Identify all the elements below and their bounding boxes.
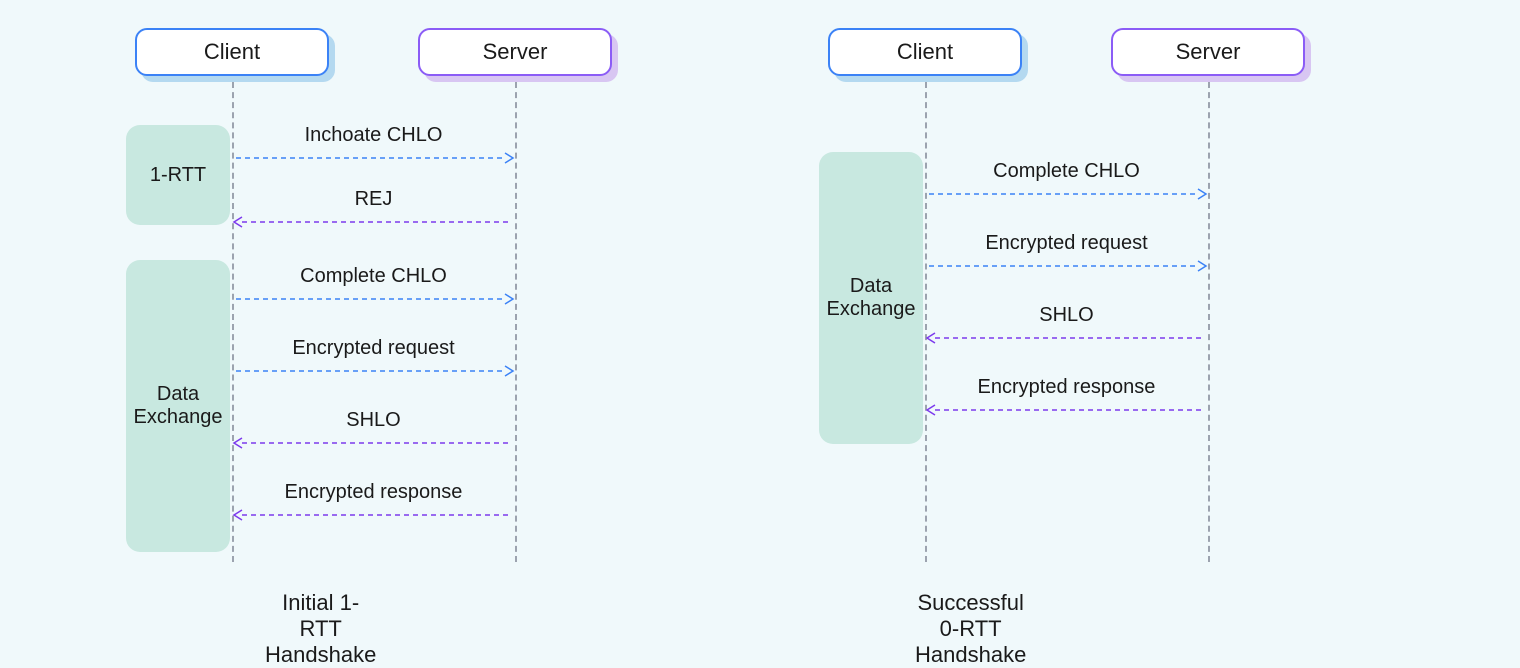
- client-label: Client: [897, 39, 953, 65]
- client-box: Client: [828, 28, 1022, 76]
- client-box: Client: [135, 28, 329, 76]
- msg-shlo: SHLO: [232, 437, 515, 449]
- msg-label: Complete CHLO: [232, 265, 515, 288]
- msg-rej: REJ: [232, 216, 515, 228]
- server-lifeline: [1208, 82, 1210, 562]
- server-label: Server: [1176, 39, 1241, 65]
- arrow-right-icon: [232, 365, 515, 377]
- arrow-right-icon: [232, 152, 515, 164]
- arrow-right-icon: [925, 188, 1208, 200]
- msg-label: Encrypted response: [925, 376, 1208, 399]
- msg-encrypted-response: Encrypted response: [232, 509, 515, 521]
- server-box: Server: [1111, 28, 1305, 76]
- phase-label: Data Exchange: [134, 383, 223, 429]
- server-label: Server: [483, 39, 548, 65]
- arrow-left-icon: [232, 216, 515, 228]
- arrow-left-icon: [232, 509, 515, 521]
- msg-label: Encrypted request: [925, 232, 1208, 255]
- msg-encrypted-response: Encrypted response: [925, 404, 1208, 416]
- msg-label: SHLO: [232, 409, 515, 432]
- msg-encrypted-request: Encrypted request: [925, 260, 1208, 272]
- diagram-caption: Successful 0-RTT Handshake: [915, 590, 1026, 668]
- msg-label: SHLO: [925, 304, 1208, 327]
- caption-text: Initial 1-RTT Handshake: [265, 590, 376, 667]
- msg-label: REJ: [232, 188, 515, 211]
- msg-shlo: SHLO: [925, 332, 1208, 344]
- phase-data-exchange: Data Exchange: [819, 152, 923, 444]
- arrow-left-icon: [925, 404, 1208, 416]
- arrow-left-icon: [232, 437, 515, 449]
- phase-label: 1-RTT: [150, 164, 206, 187]
- phase-label: Data Exchange: [827, 275, 916, 321]
- phase-data-exchange: Data Exchange: [126, 260, 230, 552]
- msg-label: Inchoate CHLO: [232, 124, 515, 147]
- msg-encrypted-request: Encrypted request: [232, 365, 515, 377]
- arrow-left-icon: [925, 332, 1208, 344]
- caption-text: Successful 0-RTT Handshake: [915, 590, 1026, 667]
- server-box: Server: [418, 28, 612, 76]
- msg-label: Complete CHLO: [925, 160, 1208, 183]
- arrow-right-icon: [925, 260, 1208, 272]
- client-label: Client: [204, 39, 260, 65]
- diagram-caption: Initial 1-RTT Handshake: [265, 590, 376, 668]
- msg-label: Encrypted response: [232, 481, 515, 504]
- phase-1rtt: 1-RTT: [126, 125, 230, 225]
- msg-complete-chlo: Complete CHLO: [925, 188, 1208, 200]
- msg-label: Encrypted request: [232, 337, 515, 360]
- msg-inchoate-chlo: Inchoate CHLO: [232, 152, 515, 164]
- server-lifeline: [515, 82, 517, 562]
- arrow-right-icon: [232, 293, 515, 305]
- msg-complete-chlo: Complete CHLO: [232, 293, 515, 305]
